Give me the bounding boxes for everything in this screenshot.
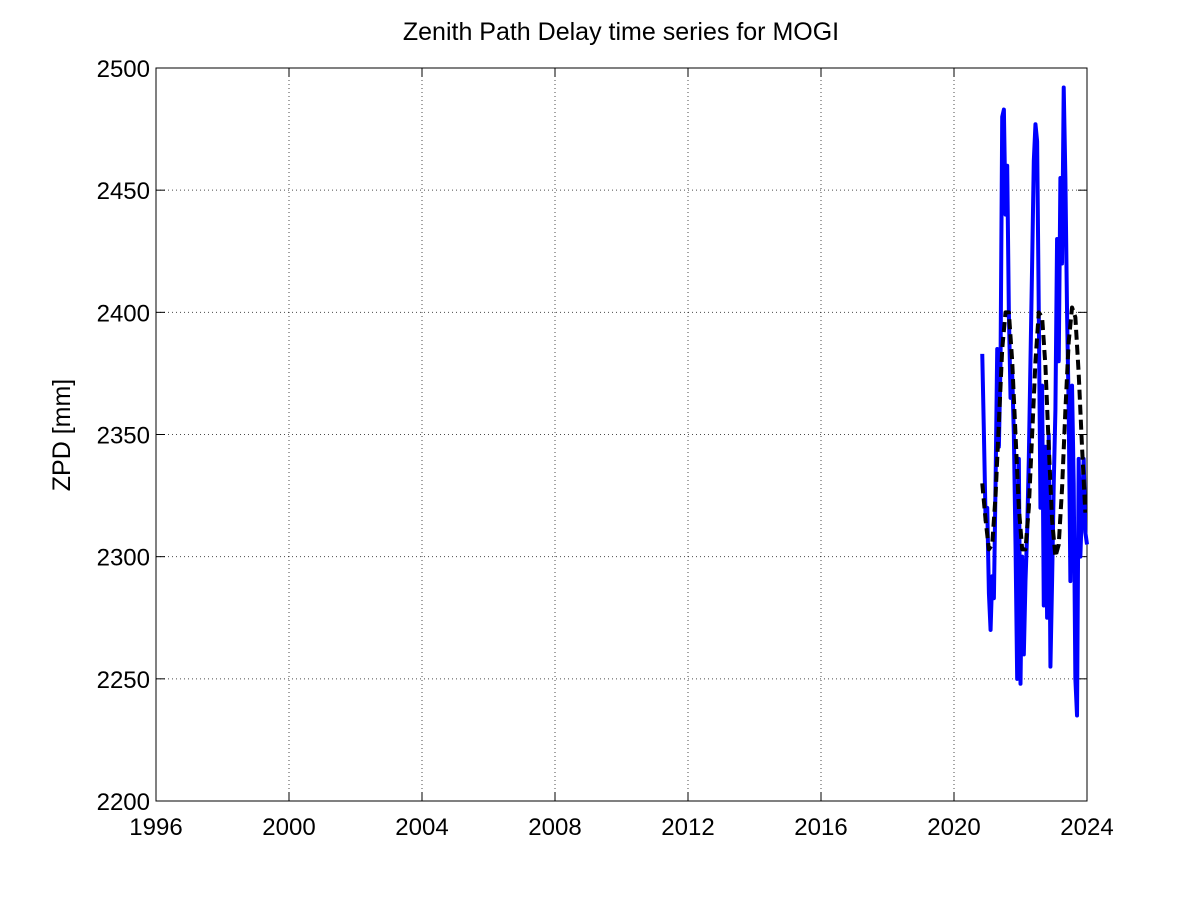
- y-tick-label: 2250: [97, 667, 150, 694]
- data-line: [980, 305, 1088, 559]
- x-tick-label: 1996: [129, 814, 182, 841]
- x-tick-label: 2004: [395, 814, 448, 841]
- x-tick-label: 2008: [528, 814, 581, 841]
- x-tick-label: 2024: [1060, 814, 1113, 841]
- chart-title: Zenith Path Delay time series for MOGI: [403, 18, 839, 46]
- y-axis-label: ZPD [mm]: [48, 379, 76, 492]
- x-tick-label: 2020: [927, 814, 980, 841]
- x-tick-label: 2012: [661, 814, 714, 841]
- y-tick-label: 2300: [97, 545, 150, 572]
- y-tick-label: 2450: [97, 178, 150, 205]
- x-tick-label: 2000: [262, 814, 315, 841]
- y-tick-label: 2400: [97, 300, 150, 327]
- x-tick-label: 2016: [794, 814, 847, 841]
- y-tick-label: 2500: [97, 56, 150, 83]
- y-tick-label: 2200: [97, 789, 150, 816]
- y-tick-label: 2350: [97, 423, 150, 450]
- plot-frame: [155, 67, 1088, 802]
